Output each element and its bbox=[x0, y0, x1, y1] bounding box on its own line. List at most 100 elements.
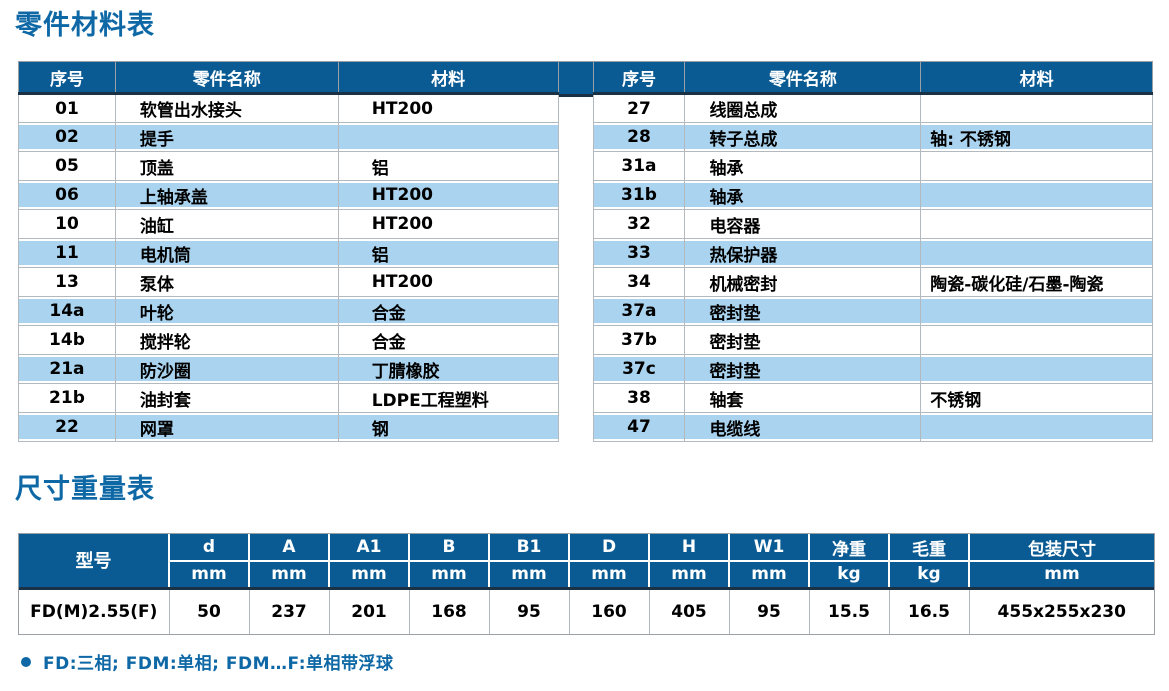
parts-cell-no: 14a bbox=[18, 296, 116, 326]
parts-cell-name: 机械密封 bbox=[684, 267, 922, 297]
parts-cell-material: HT200 bbox=[337, 267, 559, 297]
dim-col-unit: mm bbox=[488, 560, 570, 590]
dim-header-labels-row: 型号 d A A1 B B1 D H W1 净重 毛重 包装尺寸 bbox=[19, 534, 1154, 590]
parts-row: 47 电缆线 bbox=[592, 412, 1153, 442]
parts-row: 32 电容器 bbox=[592, 209, 1153, 239]
parts-row: 14b 搅拌轮 合金 bbox=[18, 325, 559, 355]
dim-value-cell: 237 bbox=[248, 587, 330, 634]
parts-cell-name: 上轴承盖 bbox=[114, 180, 339, 210]
parts-row: 38 轴套 不锈钢 bbox=[592, 383, 1153, 413]
dim-value-cell: 168 bbox=[408, 587, 490, 634]
dim-col-label: A bbox=[248, 534, 330, 562]
parts-cell-name: 轴承 bbox=[684, 180, 922, 210]
parts-row: 22 网罩钢 bbox=[18, 412, 559, 442]
table-gap-header-cap bbox=[558, 61, 593, 97]
parts-cell-no: 21a bbox=[18, 354, 116, 384]
parts-cell-name: 密封垫 bbox=[684, 325, 922, 355]
parts-row: 34 机械密封 陶瓷-碳化硅/石墨-陶瓷 bbox=[592, 267, 1153, 297]
dim-value-cell: 95 bbox=[488, 587, 570, 634]
dim-col-label: D bbox=[568, 534, 650, 562]
parts-cell-material: 不锈钢 bbox=[920, 383, 1153, 413]
parts-row: 37a 密封垫 bbox=[592, 296, 1153, 326]
parts-cell-material bbox=[920, 180, 1153, 210]
parts-row: 21b 油封套 LDPE工程塑料 bbox=[18, 383, 559, 413]
parts-cell-no: 33 bbox=[592, 238, 686, 268]
parts-cell-material bbox=[337, 122, 559, 152]
dim-value-cell: 160 bbox=[568, 587, 650, 634]
dim-col-unit: mm bbox=[728, 560, 810, 590]
parts-cell-material: 轴: 不锈钢 bbox=[920, 122, 1153, 152]
spec-sheet: 零件材料表 序号 零件名称 材料 01 软管出水接头 HT200 02 提手 05 顶盖铝 0… bbox=[15, 10, 1155, 674]
dimension-table-title: 尺寸重量表 bbox=[15, 474, 155, 505]
parts-row: 27 线圈总成 bbox=[592, 93, 1153, 123]
parts-cell-no: 05 bbox=[18, 151, 116, 181]
parts-row: 33 热保护器 bbox=[592, 238, 1153, 268]
dim-value-cell: 201 bbox=[328, 587, 410, 634]
parts-cell-material: 合金 bbox=[337, 325, 559, 355]
dim-model-cell: FD(M)2.55(F) bbox=[19, 587, 170, 634]
parts-row: 10 油缸 HT200 bbox=[18, 209, 559, 239]
parts-cell-name: 电机筒 bbox=[114, 238, 339, 268]
parts-row: 01 软管出水接头 HT200 bbox=[18, 93, 559, 123]
col-header-material: 材料 bbox=[920, 61, 1153, 95]
dim-col-unit: mm bbox=[248, 560, 330, 590]
parts-cell-material bbox=[920, 93, 1153, 123]
parts-row: 28 转子总成 轴: 不锈钢 bbox=[592, 122, 1153, 152]
parts-cell-material bbox=[920, 354, 1153, 384]
parts-row: 02 提手 bbox=[18, 122, 559, 152]
parts-row: 11 电机筒铝 bbox=[18, 238, 559, 268]
dim-value-cell: 16.5 bbox=[888, 587, 970, 634]
dim-col-label: d bbox=[168, 534, 250, 562]
dim-header-units-row: mm mm mm mm mm mm mm mm kg kg mm bbox=[19, 560, 1154, 590]
parts-cell-no: 02 bbox=[18, 122, 116, 152]
parts-cell-name: 转子总成 bbox=[684, 122, 922, 152]
dim-col-unit: kg bbox=[808, 560, 890, 590]
parts-row: 21a 防沙圈 丁腈橡胶 bbox=[18, 354, 559, 384]
parts-cell-no: 13 bbox=[18, 267, 116, 297]
parts-cell-material: HT200 bbox=[337, 93, 559, 123]
col-header-material: 材料 bbox=[337, 61, 559, 95]
parts-cell-no: 21b bbox=[18, 383, 116, 413]
parts-cell-name: 轴承 bbox=[684, 151, 922, 181]
parts-cell-name: 提手 bbox=[114, 122, 339, 152]
dim-col-label: 净重 bbox=[808, 534, 890, 562]
dim-col-unit: kg bbox=[888, 560, 970, 590]
parts-cell-no: 31b bbox=[592, 180, 686, 210]
parts-cell-no: 47 bbox=[592, 412, 686, 442]
parts-cell-name: 线圈总成 bbox=[684, 93, 922, 123]
dim-value-cell: 50 bbox=[168, 587, 250, 634]
parts-cell-material bbox=[920, 209, 1153, 239]
parts-cell-material bbox=[920, 412, 1153, 442]
parts-cell-material: 丁腈橡胶 bbox=[337, 354, 559, 384]
parts-cell-name: 热保护器 bbox=[684, 238, 922, 268]
parts-cell-no: 06 bbox=[18, 180, 116, 210]
parts-row: 31b 轴承 bbox=[592, 180, 1153, 210]
col-header-model: 型号 bbox=[19, 534, 170, 590]
parts-cell-material bbox=[920, 238, 1153, 268]
dim-value-cell: 15.5 bbox=[808, 587, 890, 634]
parts-cell-material: 陶瓷-碳化硅/石墨-陶瓷 bbox=[920, 267, 1153, 297]
dimension-weight-table-frame: 型号 d A A1 B B1 D H W1 净重 毛重 包装尺寸 mm mm mm mm mm mm mm mm k… bbox=[18, 533, 1155, 635]
dim-col-label: B1 bbox=[488, 534, 570, 562]
dimension-weight-table: 型号 d A A1 B B1 D H W1 净重 毛重 包装尺寸 mm mm mm mm mm mm mm mm k… bbox=[19, 534, 1154, 634]
parts-cell-no: 32 bbox=[592, 209, 686, 239]
parts-cell-no: 37b bbox=[592, 325, 686, 355]
dim-col-unit: mm bbox=[648, 560, 730, 590]
parts-cell-material: HT200 bbox=[337, 209, 559, 239]
parts-cell-no: 14b bbox=[18, 325, 116, 355]
parts-header-row: 序号 零件名称 材料 bbox=[592, 61, 1153, 95]
dim-col-unit: mm bbox=[169, 560, 250, 590]
parts-cell-material bbox=[920, 325, 1153, 355]
parts-row: 37c 密封垫 bbox=[592, 354, 1153, 384]
dim-col-unit: mm bbox=[328, 560, 410, 590]
parts-cell-name: 油缸 bbox=[114, 209, 339, 239]
parts-cell-material: LDPE工程塑料 bbox=[337, 383, 559, 413]
parts-cell-no: 31a bbox=[592, 151, 686, 181]
dim-col-label: 毛重 bbox=[888, 534, 970, 562]
dim-col-label: H bbox=[648, 534, 730, 562]
parts-cell-material: 铝 bbox=[337, 238, 559, 268]
parts-cell-no: 34 bbox=[592, 267, 686, 297]
parts-row: 05 顶盖铝 bbox=[18, 151, 559, 181]
parts-row: 31a 轴承 bbox=[592, 151, 1153, 181]
parts-header-row: 序号 零件名称 材料 bbox=[18, 61, 559, 95]
